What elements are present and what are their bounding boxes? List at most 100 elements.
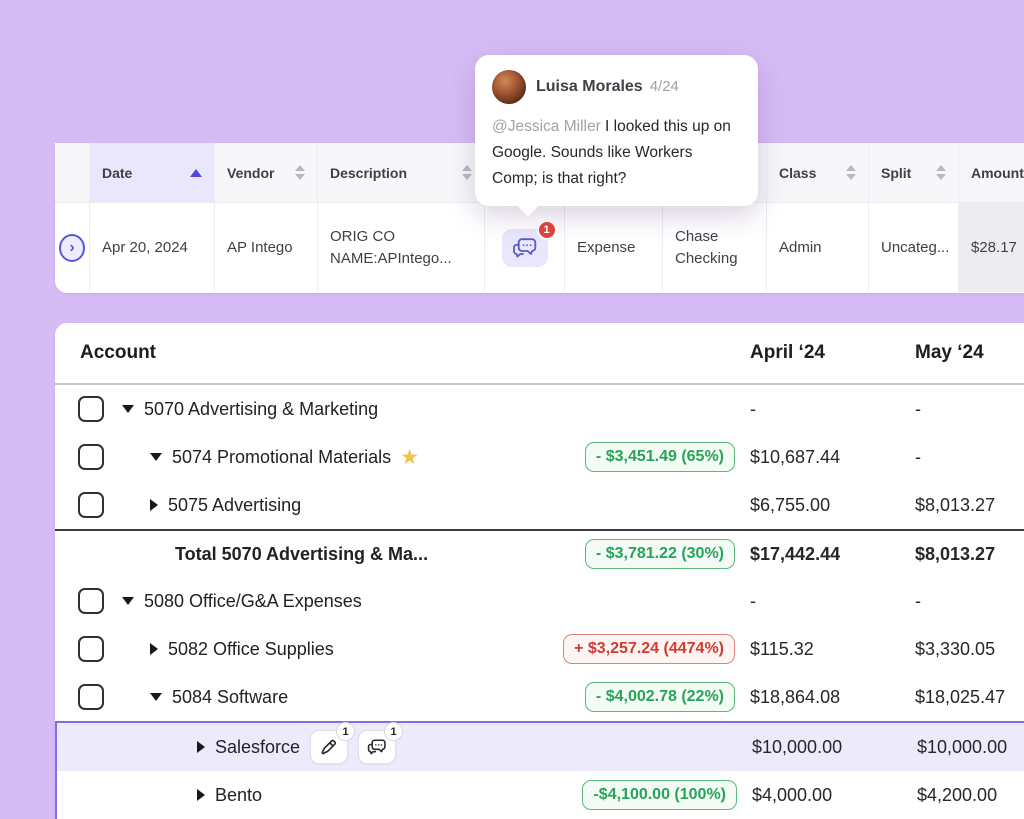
april-value: - xyxy=(750,591,915,612)
account-name: 5082 Office Supplies xyxy=(168,639,334,660)
account-name: Salesforce xyxy=(215,737,300,758)
collapse-arrow-icon[interactable] xyxy=(122,405,134,413)
variance-badge[interactable]: - $3,781.22 (30%) xyxy=(585,539,735,569)
sort-ascending-icon[interactable] xyxy=(190,169,202,177)
account-name: Bento xyxy=(215,785,262,806)
account-name: 5080 Office/G&A Expenses xyxy=(144,591,362,612)
sort-icon[interactable] xyxy=(295,165,305,180)
column-header-description-label: Description xyxy=(330,165,407,181)
sort-icon[interactable] xyxy=(462,165,472,180)
variance-badge[interactable]: - $3,451.49 (65%) xyxy=(585,442,735,472)
comment-mention[interactable]: @Jessica Miller xyxy=(492,118,601,135)
transaction-split-cell: Uncateg... xyxy=(869,203,959,292)
transaction-row[interactable]: › Apr 20, 2024 AP Intego ORIG CO NAME:AP… xyxy=(55,203,1024,292)
sort-icon[interactable] xyxy=(846,165,856,180)
description-line2: NAME:APIntego... xyxy=(330,250,452,267)
row-checkbox[interactable] xyxy=(78,444,104,470)
comment-count-badge: 1 xyxy=(537,220,557,240)
variance-badge[interactable]: -$4,100.00 (100%) xyxy=(582,780,737,810)
comment-tooltip-header: Luisa Morales 4/24 xyxy=(492,70,741,104)
avatar xyxy=(492,70,526,104)
transaction-account-cell: Chase Checking xyxy=(663,203,767,292)
april-value: $17,442.44 xyxy=(750,544,915,565)
description-line1: ORIG CO xyxy=(330,228,395,245)
comment-thread-button[interactable]: 1 xyxy=(502,229,548,267)
selected-rows-group: Salesforce 1 1 $10,000 xyxy=(55,721,1024,819)
account-row-5074[interactable]: 5074 Promotional Materials ★ - $3,451.49… xyxy=(55,433,1024,481)
row-checkbox[interactable] xyxy=(78,396,104,422)
may-value: $4,200.00 xyxy=(917,785,1024,806)
may-value: - xyxy=(915,447,1024,468)
column-header-vendor-label: Vendor xyxy=(227,165,274,181)
column-header-description[interactable]: Description xyxy=(318,143,485,202)
chat-bubbles-icon xyxy=(367,738,387,756)
column-header-date-label: Date xyxy=(102,165,132,181)
comment-count-badge: 1 xyxy=(384,722,403,741)
comment-tooltip: Luisa Morales 4/24 @Jessica Miller I look… xyxy=(475,55,758,206)
total-label: Total 5070 Advertising & Ma... xyxy=(175,544,428,565)
account-row-5082[interactable]: 5082 Office Supplies + $3,257.24 (4474%)… xyxy=(55,625,1024,673)
star-icon[interactable]: ★ xyxy=(400,445,419,470)
row-comment-button[interactable]: 1 xyxy=(358,730,396,764)
column-header-class-label: Class xyxy=(779,165,816,181)
column-header-date[interactable]: Date xyxy=(90,143,215,202)
account-row-salesforce[interactable]: Salesforce 1 1 $10,000 xyxy=(57,723,1024,771)
may-value: $18,025.47 xyxy=(915,687,1024,708)
row-checkbox[interactable] xyxy=(78,636,104,662)
comment-meta: Luisa Morales 4/24 xyxy=(536,78,679,96)
april-value: - xyxy=(750,399,915,420)
sort-icon[interactable] xyxy=(936,165,946,180)
account-name: 5075 Advertising xyxy=(168,495,301,516)
column-header-split[interactable]: Split xyxy=(869,143,959,202)
april-value: $4,000.00 xyxy=(752,785,917,806)
transaction-class-cell: Admin xyxy=(767,203,869,292)
comment-date: 4/24 xyxy=(650,78,679,95)
expand-arrow-icon[interactable] xyxy=(150,499,158,511)
collapse-arrow-icon[interactable] xyxy=(150,693,162,701)
column-header-account-name: Account xyxy=(55,342,750,364)
expand-row-button[interactable]: › xyxy=(59,234,85,262)
may-value: $10,000.00 xyxy=(917,737,1024,758)
transaction-description-cell: ORIG CO NAME:APIntego... xyxy=(318,203,485,292)
column-header-amount[interactable]: Amount xyxy=(959,143,1024,202)
account-row-5075[interactable]: 5075 Advertising $6,755.00 $8,013.27 xyxy=(55,481,1024,529)
account-row-5084[interactable]: 5084 Software - $4,002.78 (22%) $18,864.… xyxy=(55,673,1024,721)
transaction-vendor-cell: AP Intego xyxy=(215,203,318,292)
variance-badge[interactable]: + $3,257.24 (4474%) xyxy=(563,634,735,664)
transaction-date-cell: Apr 20, 2024 xyxy=(90,203,215,292)
may-value: $8,013.27 xyxy=(915,495,1024,516)
expand-arrow-icon[interactable] xyxy=(197,789,205,801)
may-value: $8,013.27 xyxy=(915,544,1024,565)
expand-arrow-icon[interactable] xyxy=(197,741,205,753)
edit-annotation-button[interactable]: 1 xyxy=(310,730,348,764)
column-header-vendor[interactable]: Vendor xyxy=(215,143,318,202)
row-checkbox[interactable] xyxy=(78,684,104,710)
transaction-expander-cell: › xyxy=(55,203,90,292)
april-value: $6,755.00 xyxy=(750,495,915,516)
account-name: 5084 Software xyxy=(172,687,288,708)
april-value: $10,687.44 xyxy=(750,447,915,468)
account-row-5080[interactable]: 5080 Office/G&A Expenses - - xyxy=(55,577,1024,625)
variance-badge[interactable]: - $4,002.78 (22%) xyxy=(585,682,735,712)
collapse-arrow-icon[interactable] xyxy=(122,597,134,605)
row-checkbox[interactable] xyxy=(78,588,104,614)
edit-count-badge: 1 xyxy=(336,722,355,741)
april-value: $18,864.08 xyxy=(750,687,915,708)
transaction-split: Uncateg... xyxy=(881,237,949,259)
account-report-table: Account April ‘24 May ‘24 5070 Advertisi… xyxy=(55,323,1024,819)
comment-text: @Jessica Miller I looked this up on Goog… xyxy=(492,114,741,192)
account-row-5070[interactable]: 5070 Advertising & Marketing - - xyxy=(55,385,1024,433)
column-header-class[interactable]: Class xyxy=(767,143,869,202)
may-value: - xyxy=(915,399,1024,420)
account-name: 5070 Advertising & Marketing xyxy=(144,399,378,420)
expand-arrow-icon[interactable] xyxy=(150,643,158,655)
row-checkbox[interactable] xyxy=(78,492,104,518)
report-header-row: Account April ‘24 May ‘24 xyxy=(55,323,1024,385)
collapse-arrow-icon[interactable] xyxy=(150,453,162,461)
chat-bubbles-icon xyxy=(512,237,538,259)
column-header-amount-label: Amount xyxy=(971,165,1024,181)
column-header-april: April ‘24 xyxy=(750,342,915,364)
account-name: 5074 Promotional Materials xyxy=(172,447,391,468)
account-row-bento[interactable]: Bento -$4,100.00 (100%) $4,000.00 $4,200… xyxy=(57,771,1024,819)
comment-author: Luisa Morales xyxy=(536,78,643,95)
